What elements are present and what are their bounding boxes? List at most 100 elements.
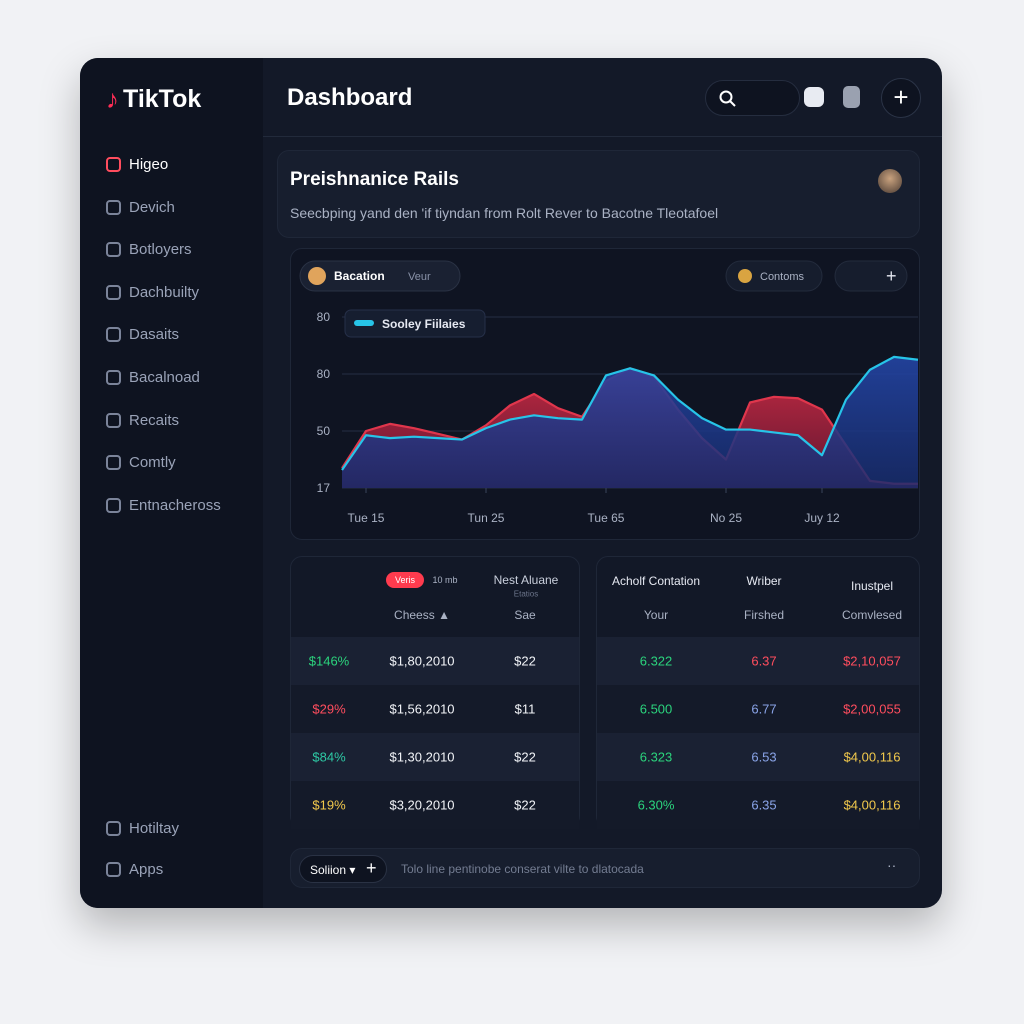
chart-tools[interactable] (834, 260, 908, 292)
nav-label: Apps (129, 861, 164, 878)
nav-item[interactable]: Higeo (106, 156, 168, 173)
table-cell: 6.53 (751, 749, 777, 765)
table-header: Firshed (743, 608, 785, 622)
table-cell: 6.35 (751, 797, 777, 813)
y-tick-label: 50 (317, 424, 331, 438)
legend-label: Sooley Fiilaies (382, 317, 466, 331)
table-cell: $84% (312, 749, 346, 765)
table-row: $29% $1,56,2010 $11 (291, 685, 579, 733)
nav-icon (106, 157, 121, 172)
table-header: Your (643, 608, 669, 622)
table-cell: $11 (514, 701, 536, 717)
nav-label: Dasaits (129, 326, 180, 344)
nav-item[interactable]: Dachbuilty (106, 284, 199, 301)
table-header: Inustpel (850, 579, 894, 593)
footer-text: Tolo line pentinobe conserat vilte to dl… (401, 862, 644, 876)
avatar[interactable] (878, 169, 902, 193)
panel-header: Preishnanice Rails Seecbping yand den 'i… (277, 150, 920, 238)
divider (263, 136, 942, 137)
nav-icon (106, 497, 121, 513)
table-cell: $4,00,116 (843, 749, 901, 765)
nav-icon (106, 284, 121, 300)
nav-icon (106, 242, 121, 258)
nav-label: Hotiltay (129, 820, 180, 837)
nav-item[interactable]: Hotiltay (106, 820, 179, 837)
nav-item[interactable]: Comtly (106, 454, 176, 471)
nav-icon (106, 199, 121, 215)
area (342, 356, 918, 488)
table-row: $146% $1,80,2010 $22 (291, 637, 579, 685)
table-cell: $1,80,2010 (389, 653, 455, 669)
x-tick-label: Tue 15 (348, 511, 385, 525)
add-button[interactable]: + (881, 78, 921, 118)
pill-avatar (308, 267, 326, 285)
sidebar: ♪ TikTok Higeo Devich Botloyers Dachbuilty D… (80, 58, 263, 908)
table-cell: 6.77 (751, 701, 777, 717)
nav-item[interactable]: Recaits (106, 412, 179, 429)
nav-item[interactable]: Botloyers (106, 241, 192, 258)
trash-icon[interactable] (843, 86, 860, 108)
search[interactable] (705, 80, 800, 116)
table-row: 6.323 6.53 $4,00,116 (597, 733, 919, 781)
footer-select[interactable]: Soliion ▾ + (299, 855, 387, 883)
footer-select-text: Soliion ▾ (310, 863, 356, 877)
nav-item[interactable]: Bacalnoad (106, 369, 200, 386)
nav-item[interactable]: Apps (106, 861, 163, 878)
table-meta: 10 mb (432, 575, 458, 585)
table-row: 6.30% 6.35 $4,00,116 (597, 781, 919, 829)
table-cell: $22 (514, 749, 536, 765)
chart-add: + (886, 266, 897, 286)
nav-icon (106, 412, 121, 428)
nav-label: Dachbuilty (129, 283, 200, 301)
search-icon (719, 90, 736, 107)
nav-label: Higeo (129, 156, 169, 173)
table-cell: $2,00,055 (843, 701, 901, 717)
nav-item[interactable]: Dasaits (106, 326, 179, 343)
x-tick-label: Juy 12 (804, 511, 840, 525)
chart-button[interactable] (725, 260, 823, 292)
nav-icon (106, 821, 121, 836)
x-tick-label: Tun 25 (468, 511, 505, 525)
button-icon (738, 269, 752, 283)
panel-subtitle: Seecbping yand den 'if tiyndan from Rolt… (290, 205, 719, 221)
chart-pill[interactable] (299, 260, 461, 292)
footer-add: + (366, 858, 377, 878)
pill-sub: Veur (408, 271, 431, 283)
table-cell: $29% (312, 701, 346, 717)
button-label: Contoms (760, 271, 805, 283)
table-header: Acholf Contation (611, 574, 701, 588)
panel-title: Preishnanice Rails (290, 169, 459, 190)
table-cell: $2,10,057 (843, 653, 901, 669)
table-cell: 6.323 (639, 749, 673, 765)
table-header: Cheess ▲ (394, 608, 450, 622)
badge: Veris (385, 572, 425, 588)
shield-icon[interactable] (804, 87, 824, 107)
nav-item[interactable]: Devich (106, 199, 175, 216)
nav-label: Comtly (129, 454, 176, 472)
logo[interactable]: ♪ TikTok (106, 84, 201, 115)
table-cell: 6.37 (751, 653, 777, 669)
legend (344, 309, 486, 338)
table-cell: 6.30% (637, 797, 675, 813)
table-header: Sae (514, 608, 536, 622)
table-header: Wriber (746, 574, 782, 588)
nav-label: Entnacheross (129, 496, 221, 514)
table-cell: $4,00,116 (843, 797, 901, 813)
nav-item[interactable]: Entnacheross (106, 497, 221, 514)
logo-text: TikTok (123, 85, 202, 113)
y-tick-label: 80 (317, 367, 331, 381)
table-cell: $3,20,2010 (389, 797, 455, 813)
table-note: Etatios (513, 589, 539, 599)
table-cell: $146% (308, 653, 350, 669)
y-tick-label: 17 (317, 481, 331, 495)
table-row: $19% $3,20,2010 $22 (291, 781, 579, 829)
table-row: 6.322 6.37 $2,10,057 (597, 637, 919, 685)
table-header: Comvlesed (841, 608, 903, 622)
pill-label: Bacation (334, 269, 385, 283)
logo-icon: ♪ (106, 84, 119, 114)
table-cell: $19% (312, 797, 346, 813)
footer-bar: Soliion ▾ + Tolo line pentinobe conserat… (290, 848, 920, 888)
nav-label: Bacalnoad (129, 369, 200, 386)
legend-swatch (354, 320, 374, 326)
footer-more[interactable]: ·· (887, 857, 897, 873)
